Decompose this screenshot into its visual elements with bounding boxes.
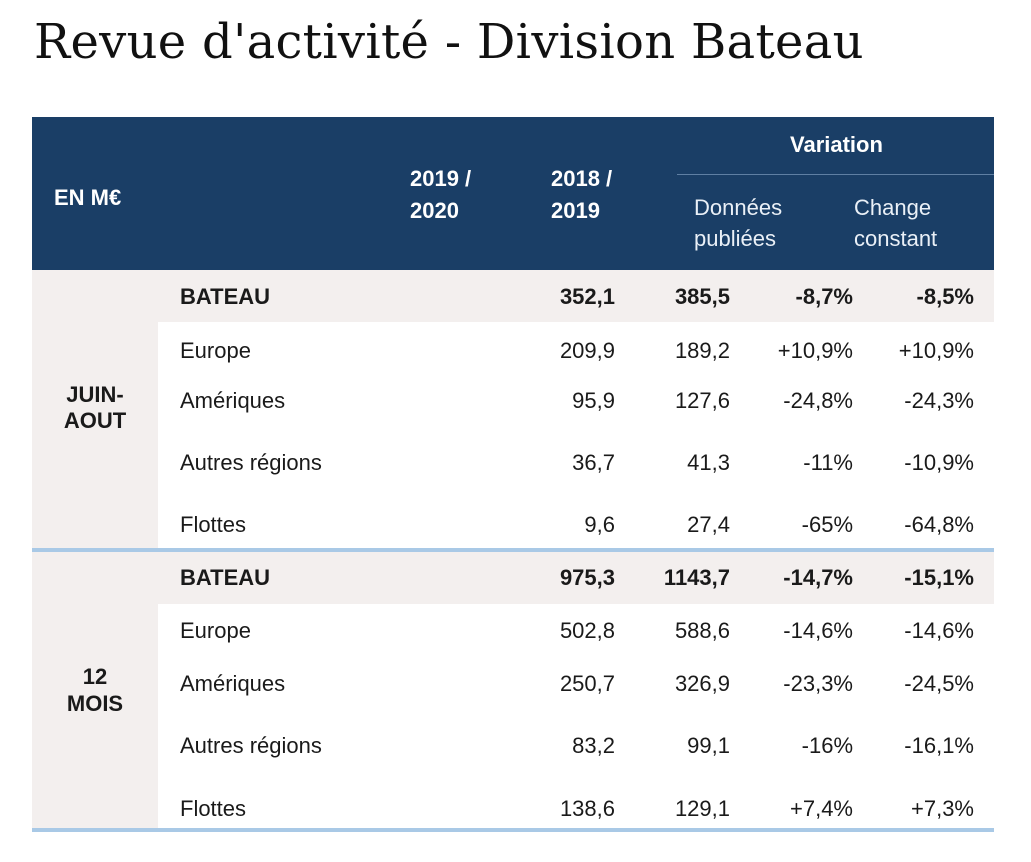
value-2018-2019: 127,6 (674, 388, 730, 413)
unit-header: EN M€ (54, 185, 122, 210)
value-2018-2019: 27,4 (687, 512, 730, 537)
value-2018-2019: 385,5 (674, 284, 730, 309)
page-title: Revue d'activité - Division Bateau (34, 14, 864, 70)
change-constant-line2: constant (854, 226, 938, 251)
section-label-line1: JUIN- (66, 382, 124, 407)
table-row: Amériques 95,9 127,6 -24,8% -24,3% (158, 374, 994, 426)
row-label: Flottes (180, 796, 247, 821)
value-2019-2020: 352,1 (559, 284, 615, 309)
row-label: Autres régions (180, 733, 322, 758)
section-label-line2: MOIS (66, 691, 124, 716)
variation-publiee: -11% (803, 450, 853, 475)
row-label: Europe (180, 618, 251, 643)
col-2019-2020-line2: 2020 (410, 198, 459, 223)
variation-publiee: -14,7% (783, 565, 853, 590)
table-row-total: BATEAU 352,1 385,5 -8,7% -8,5% (158, 270, 994, 322)
variation-publiee: -14,6% (783, 618, 853, 643)
value-2019-2020: 502,8 (559, 618, 615, 643)
value-2019-2020: 95,9 (572, 388, 615, 413)
table-row: Autres régions 83,2 99,1 -16% -16,1% (158, 708, 994, 770)
table-row-total: BATEAU 975,3 1143,7 -14,7% -15,1% (158, 552, 994, 604)
table-row: Europe 209,9 189,2 +10,9% +10,9% (158, 322, 994, 374)
donnees-publiees-line2: publiées (694, 226, 776, 251)
value-2018-2019: 129,1 (674, 796, 730, 821)
value-2019-2020: 36,7 (572, 450, 615, 475)
donnees-publiees-line1: Données (694, 195, 783, 220)
section-label-line1: 12 (82, 664, 108, 689)
value-2019-2020: 209,9 (559, 338, 615, 363)
variation-change-constant: -64,8% (904, 512, 974, 537)
variation-change-constant: -15,1% (904, 565, 974, 590)
variation-publiee: -16% (801, 733, 853, 758)
variation-publiee: -8,7% (795, 284, 853, 309)
variation-publiee: +10,9% (777, 338, 853, 363)
section-side: 12 MOIS (32, 552, 158, 828)
change-constant-line1: Change (854, 195, 932, 220)
variation-divider (677, 174, 994, 175)
col-2018-2019-line1: 2018 / (551, 166, 613, 191)
table-row: Flottes 138,6 129,1 +7,4% +7,3% (158, 770, 994, 828)
value-2019-2020: 83,2 (572, 733, 615, 758)
value-2018-2019: 326,9 (674, 671, 730, 696)
row-label: BATEAU (180, 284, 271, 309)
row-label: Autres régions (180, 450, 322, 475)
section-juin-aout: JUIN- AOUT BATEAU 352,1 385,5 -8,7% -8,5… (32, 270, 994, 548)
variation-change-constant: -24,5% (904, 671, 974, 696)
section-label-line2: AOUT (63, 408, 127, 433)
variation-change-constant: -14,6% (904, 618, 974, 643)
value-2018-2019: 588,6 (674, 618, 730, 643)
section-divider (32, 548, 994, 552)
variation-change-constant: -10,9% (904, 450, 974, 475)
row-label: Flottes (180, 512, 247, 537)
value-2019-2020: 250,7 (559, 671, 615, 696)
value-2018-2019: 41,3 (687, 450, 730, 475)
table-row: Autres régions 36,7 41,3 -11% -10,9% (158, 426, 994, 488)
variation-publiee: +7,4% (790, 796, 853, 821)
variation-publiee: -24,8% (783, 388, 853, 413)
variation-change-constant: +7,3% (911, 796, 974, 821)
variation-header: Variation (790, 132, 883, 157)
row-label: Europe (180, 338, 251, 363)
value-2018-2019: 99,1 (687, 733, 730, 758)
row-label: BATEAU (180, 565, 271, 590)
variation-change-constant: -16,1% (904, 733, 974, 758)
value-2019-2020: 138,6 (559, 796, 615, 821)
variation-change-constant: -24,3% (904, 388, 974, 413)
table-header: EN M€ 2019 / 2020 2018 / 2019 Variation … (32, 117, 994, 270)
row-label: Amériques (180, 671, 286, 696)
variation-change-constant: -8,5% (916, 284, 974, 309)
col-2019-2020-line1: 2019 / (410, 166, 472, 191)
value-2019-2020: 975,3 (559, 565, 615, 590)
variation-change-constant: +10,9% (898, 338, 974, 363)
col-2018-2019-line2: 2019 (551, 198, 600, 223)
section-12-mois: 12 MOIS BATEAU 975,3 1143,7 -14,7% -15,1… (32, 552, 994, 828)
table-bottom-rule (32, 828, 994, 832)
table-row: Flottes 9,6 27,4 -65% -64,8% (158, 488, 994, 548)
row-label: Amériques (180, 388, 286, 413)
table-row: Amériques 250,7 326,9 -23,3% -24,5% (158, 656, 994, 708)
value-2018-2019: 189,2 (674, 338, 730, 363)
variation-publiee: -65% (801, 512, 853, 537)
table-row: Europe 502,8 588,6 -14,6% -14,6% (158, 604, 994, 656)
variation-publiee: -23,3% (783, 671, 853, 696)
section-side: JUIN- AOUT (32, 270, 158, 548)
value-2019-2020: 9,6 (584, 512, 615, 537)
value-2018-2019: 1143,7 (663, 565, 730, 590)
